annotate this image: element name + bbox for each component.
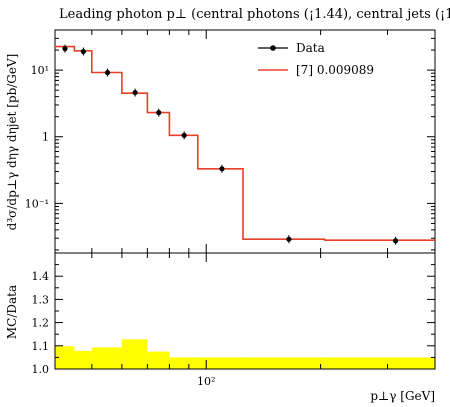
- y-tick-label: 10⁻¹: [25, 197, 49, 210]
- ratio-y-tick-label: 1.4: [32, 270, 50, 283]
- data-point: [156, 110, 162, 116]
- y-tick-label: 1: [42, 131, 49, 144]
- data-point: [62, 46, 68, 52]
- y-tick-label: 10¹: [31, 64, 49, 77]
- ratio-y-tick-label: 1.2: [32, 317, 50, 330]
- ratio-y-axis-label: MC/Data: [5, 285, 19, 339]
- data-point: [219, 166, 225, 172]
- x-tick-label-100: 10²: [197, 375, 215, 388]
- data-point: [181, 132, 187, 138]
- legend-mc-label: [7] 0.009089: [296, 63, 374, 77]
- main-x-ticks: [54, 30, 436, 253]
- ratio-band-bin: [197, 357, 244, 369]
- ratio-y-ticks: 1.0 1.1 1.2 1.3 1.4: [32, 252, 435, 376]
- ratio-plot: 1.0 1.1 1.2 1.3 1.4 MC/Data: [5, 252, 436, 376]
- ratio-y-tick-label: 1.3: [32, 293, 50, 306]
- ratio-band: [55, 339, 435, 369]
- ratio-band-bin: [74, 350, 92, 369]
- legend-data-marker: [270, 45, 276, 51]
- ratio-band-bin: [324, 357, 435, 369]
- main-plot-frame: [54, 29, 436, 254]
- main-y-axis-label: d³σ/dp⊥γ dηγ dηjet [pb/GeV]: [5, 54, 19, 231]
- data-points: [62, 44, 399, 245]
- main-y-ticks: 10⁻¹ 1 10¹: [25, 29, 435, 251]
- data-point: [132, 89, 138, 96]
- data-point: [286, 236, 292, 242]
- ratio-band-bin: [121, 339, 148, 369]
- legend: Data [7] 0.009089: [258, 41, 374, 77]
- mc-step-line: [55, 45, 435, 241]
- ratio-y-tick-label: 1.1: [32, 340, 50, 353]
- ratio-band-bin: [147, 351, 170, 369]
- ratio-band-bin: [55, 346, 75, 369]
- legend-data-label: Data: [296, 41, 325, 55]
- main-plot: 10⁻¹ 1 10¹ Data [7] 0.009089 d³σ/dp⊥γ dηγ …: [5, 29, 436, 254]
- data-point: [104, 69, 111, 76]
- ratio-band-bin: [91, 347, 122, 369]
- ratio-band-bin: [169, 357, 198, 369]
- x-axis-label: p⊥γ [GeV]: [370, 389, 435, 403]
- ratio-band-bin: [243, 357, 325, 369]
- chart-title: Leading photon p⊥ (central photons (¡1.4…: [59, 7, 450, 22]
- ratio-x-ticks: [54, 253, 436, 369]
- data-point: [392, 238, 399, 244]
- data-point: [80, 48, 86, 55]
- ratio-y-tick-label: 1.0: [32, 363, 50, 376]
